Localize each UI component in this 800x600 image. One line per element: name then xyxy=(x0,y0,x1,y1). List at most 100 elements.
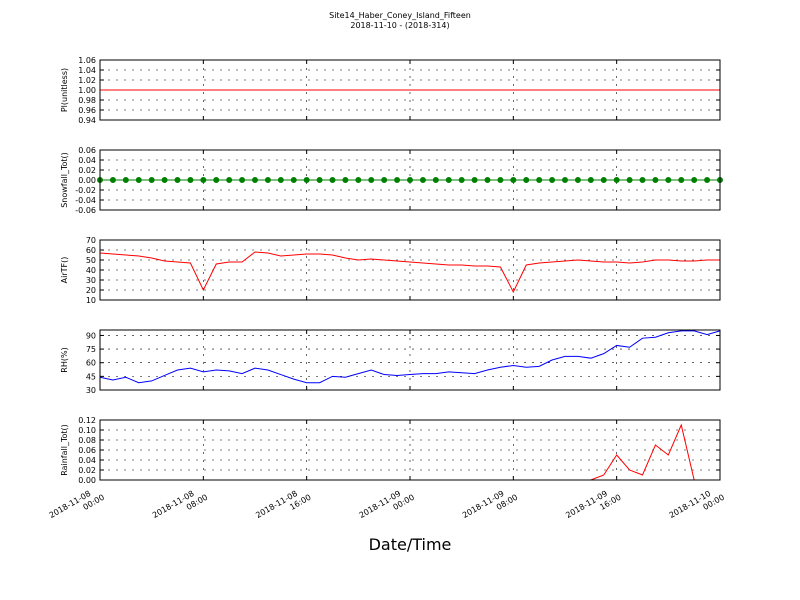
data-point xyxy=(252,177,258,183)
y-axis-label: Snowfall_Tot() xyxy=(60,152,69,208)
data-point xyxy=(549,177,556,183)
data-point xyxy=(381,177,388,183)
y-tick-label: 60 xyxy=(86,246,96,255)
x-tick-label: 2018-11-0808:00 xyxy=(151,484,209,529)
y-tick-label: 0.04 xyxy=(78,456,96,465)
plot-frame xyxy=(99,239,721,301)
data-point xyxy=(161,177,168,183)
data-point xyxy=(704,177,711,183)
data-point xyxy=(277,177,284,183)
data-point xyxy=(174,177,181,183)
data-point xyxy=(226,177,233,183)
x-tick-label: 2018-11-0816:00 xyxy=(254,484,312,529)
data-point xyxy=(445,177,452,183)
y-tick-label: 0.04 xyxy=(78,156,96,165)
plot-frame xyxy=(99,59,721,121)
x-tick-label: 2018-11-0908:00 xyxy=(461,484,519,529)
y-tick-label: 1.04 xyxy=(78,66,96,75)
data-point xyxy=(562,177,568,183)
data-point xyxy=(497,177,504,183)
data-point xyxy=(626,177,633,183)
y-tick-label: 0.08 xyxy=(78,436,96,445)
data-point xyxy=(316,177,323,183)
data-point xyxy=(600,177,607,183)
chart-subtitle: 2018-11-10 - (2018-314) xyxy=(350,21,449,30)
data-point xyxy=(187,177,194,183)
y-axis-label: Rainfall_Tot() xyxy=(60,424,69,476)
y-tick-label: 90 xyxy=(86,331,96,340)
y-tick-label: 0.12 xyxy=(78,416,96,425)
y-axis-label: Pl(unitless) xyxy=(60,68,69,112)
y-tick-label: 70 xyxy=(86,236,96,245)
y-tick-label: 20 xyxy=(86,286,96,295)
y-tick-label: 0.10 xyxy=(78,426,96,435)
data-point xyxy=(587,177,594,183)
y-axis-label: AirTF() xyxy=(60,257,69,284)
y-tick-label: 1.02 xyxy=(78,76,96,85)
y-tick-label: 0.96 xyxy=(78,106,96,115)
y-tick-label: 10 xyxy=(86,296,96,305)
data-point xyxy=(407,177,413,183)
data-point xyxy=(639,177,646,183)
y-tick-label: 1.00 xyxy=(78,86,96,95)
y-tick-label: 30 xyxy=(86,276,96,285)
chart-title: Site14_Haber_Coney_Island_Fifteen xyxy=(329,11,471,20)
data-point xyxy=(290,177,297,183)
y-tick-label: 75 xyxy=(86,345,96,354)
data-point xyxy=(394,177,401,183)
y-tick-label: 0.00 xyxy=(78,176,96,185)
y-tick-label: 50 xyxy=(86,256,96,265)
plot-frame xyxy=(99,329,721,391)
x-tick-label: 2018-11-0916:00 xyxy=(564,484,622,529)
plot-frame xyxy=(99,419,721,481)
data-line xyxy=(99,330,721,384)
data-point xyxy=(200,177,207,183)
y-tick-label: 30 xyxy=(86,386,96,395)
data-point xyxy=(419,177,426,183)
plot-frame xyxy=(99,149,721,211)
data-point xyxy=(510,177,517,183)
y-tick-label: 0.02 xyxy=(78,466,96,475)
data-point xyxy=(329,177,336,183)
y-tick-label: -0.06 xyxy=(75,206,96,215)
data-point xyxy=(122,177,129,183)
data-line xyxy=(99,251,720,294)
data-point xyxy=(432,177,439,183)
data-point xyxy=(652,177,659,183)
y-tick-label: 0.06 xyxy=(78,446,96,455)
x-tick-label: 2018-11-0800:00 xyxy=(48,484,106,529)
x-tick-label: 2018-11-1000:00 xyxy=(668,484,726,529)
x-tick-label: 2018-11-0900:00 xyxy=(358,484,416,529)
data-point xyxy=(691,177,698,183)
y-tick-label: 60 xyxy=(86,359,96,368)
data-point xyxy=(148,177,155,183)
data-point xyxy=(264,177,271,183)
data-point xyxy=(523,177,530,183)
data-point xyxy=(368,177,375,183)
y-tick-label: -0.02 xyxy=(75,186,96,195)
y-tick-label: 0.94 xyxy=(78,116,96,125)
data-point xyxy=(665,177,672,183)
data-point xyxy=(213,177,220,183)
y-tick-label: 0.98 xyxy=(78,96,96,105)
data-point xyxy=(536,177,543,183)
data-point xyxy=(458,177,465,183)
y-tick-label: 45 xyxy=(86,372,96,381)
data-point xyxy=(355,177,362,183)
y-axis-label: RH(%) xyxy=(60,347,69,372)
y-tick-label: -0.04 xyxy=(75,196,96,205)
data-point xyxy=(613,177,620,183)
data-point xyxy=(342,177,349,183)
y-tick-label: 0.02 xyxy=(78,166,96,175)
data-point xyxy=(135,177,142,183)
y-tick-label: 40 xyxy=(86,266,96,275)
data-point xyxy=(484,177,491,183)
data-point xyxy=(303,177,310,183)
data-point xyxy=(109,177,116,183)
x-axis-label: Date/Time xyxy=(369,535,452,554)
data-point xyxy=(471,177,478,183)
y-tick-label: 0.06 xyxy=(78,146,96,155)
data-point xyxy=(574,177,581,183)
